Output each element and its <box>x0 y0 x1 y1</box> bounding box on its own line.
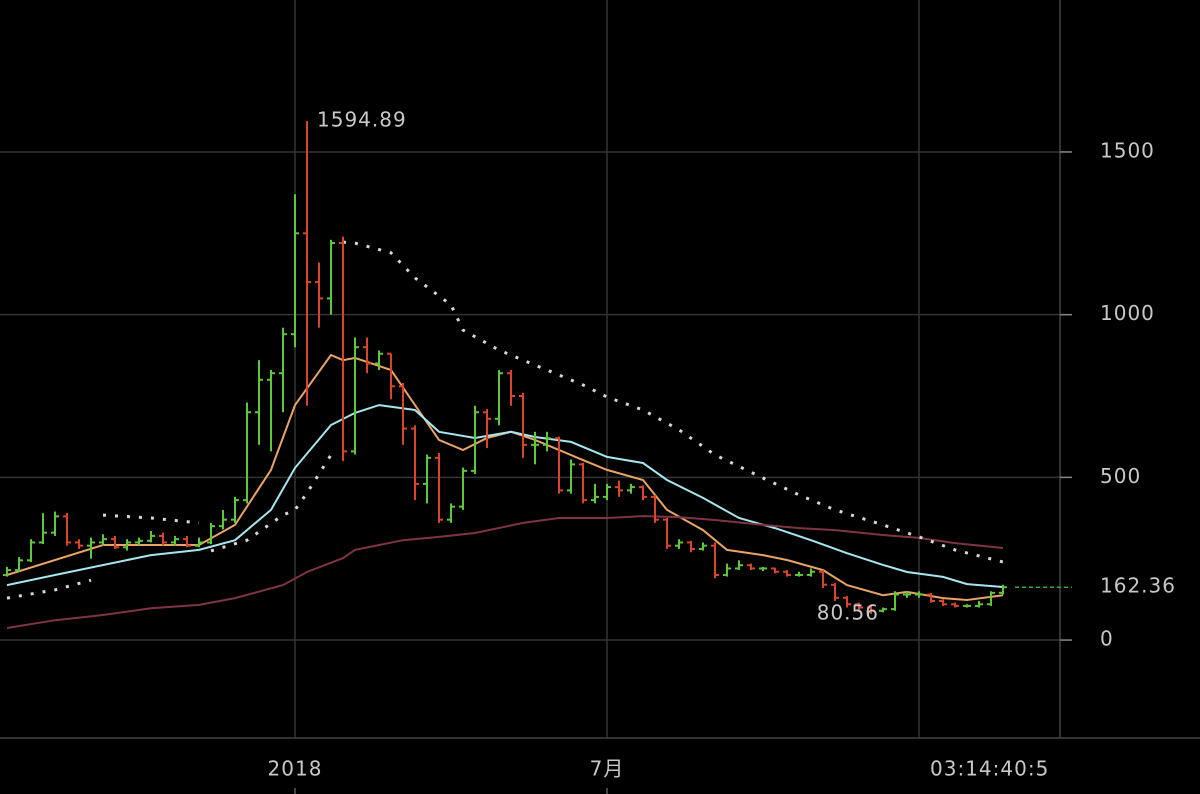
y-tick-label: 1500 <box>1100 138 1155 162</box>
plot-area: 1594.89 80.56 <box>3 108 1007 629</box>
x-tick-label: 7月 <box>590 757 625 781</box>
y-tick-label: 0 <box>1100 627 1114 651</box>
average-line <box>6 404 1004 588</box>
y-tick-label: 1000 <box>1100 301 1155 325</box>
average-line <box>6 515 1004 629</box>
current-price-label: 162.36 <box>1100 574 1176 598</box>
x-tick-label: 2018 <box>268 757 323 781</box>
high-annotation: 1594.89 <box>317 108 407 132</box>
y-tick-label: 500 <box>1100 464 1141 488</box>
low-annotation: 80.56 <box>817 600 879 624</box>
countdown-label: 03:14:40:5 <box>930 757 1049 781</box>
dotted-average-line <box>6 240 1004 600</box>
grid <box>0 0 1060 738</box>
